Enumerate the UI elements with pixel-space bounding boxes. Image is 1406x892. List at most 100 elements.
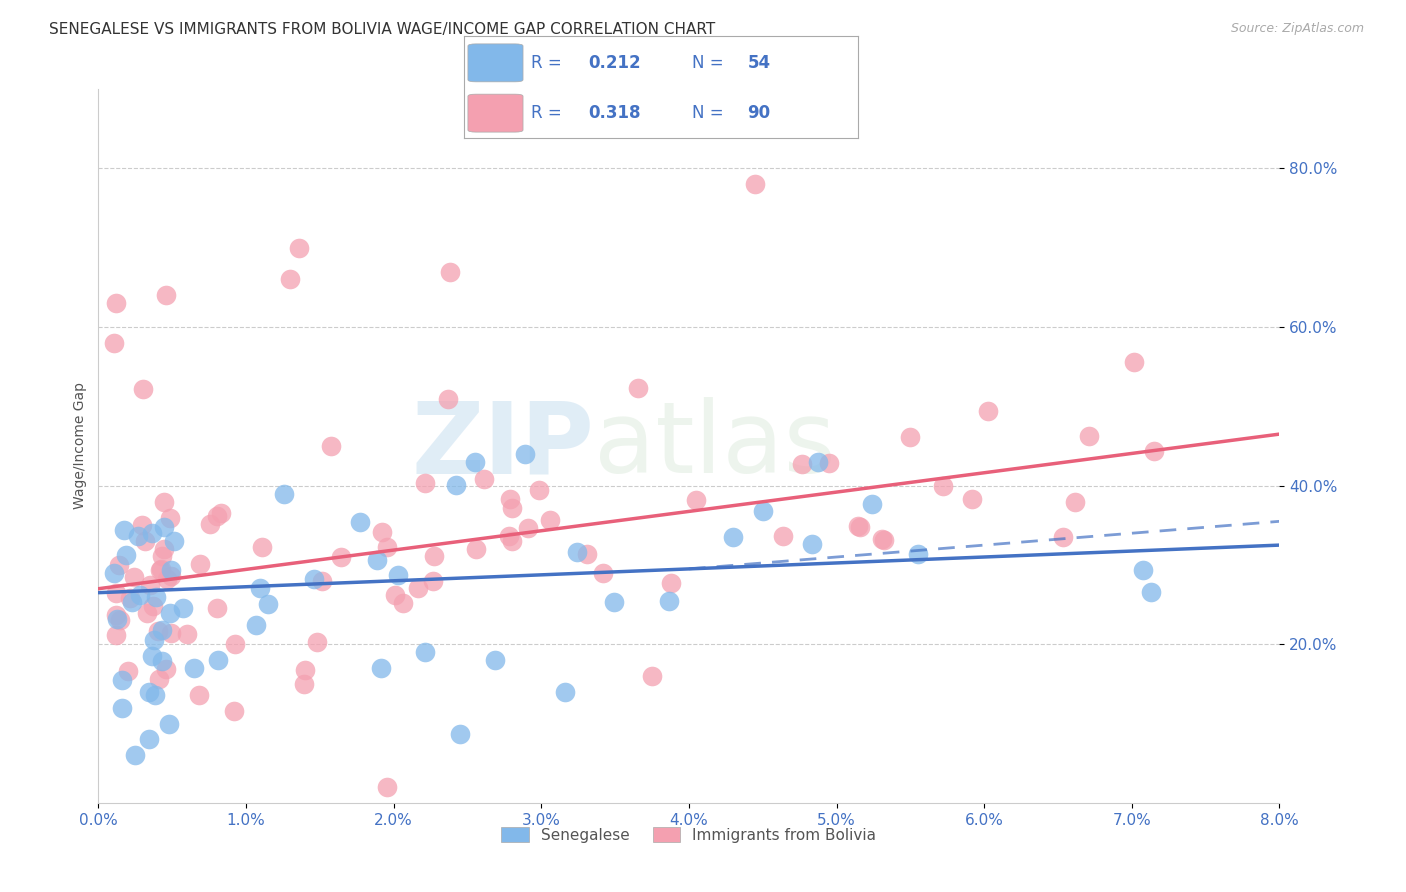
Point <box>187 688 209 702</box>
Point <box>384 588 406 602</box>
Point <box>103 335 125 350</box>
Point <box>517 521 540 535</box>
Point <box>153 494 176 508</box>
Point <box>138 578 160 592</box>
Point <box>149 563 172 577</box>
Text: ZIP: ZIP <box>412 398 595 494</box>
Point <box>439 264 461 278</box>
Point <box>498 529 520 543</box>
Point <box>464 455 486 469</box>
Point <box>250 540 273 554</box>
Point <box>114 548 136 562</box>
Point <box>527 483 550 497</box>
Point <box>751 504 773 518</box>
Point <box>159 568 181 582</box>
Point <box>124 748 146 763</box>
Point <box>292 677 315 691</box>
Point <box>1077 429 1099 443</box>
Point <box>932 478 955 492</box>
Point <box>131 382 153 396</box>
Point <box>513 447 536 461</box>
Text: N =: N = <box>692 54 730 72</box>
Point <box>807 455 830 469</box>
Point <box>288 241 311 255</box>
Point <box>156 573 179 587</box>
Text: SENEGALESE VS IMMIGRANTS FROM BOLIVIA WAGE/INCOME GAP CORRELATION CHART: SENEGALESE VS IMMIGRANTS FROM BOLIVIA WA… <box>49 22 716 37</box>
Point <box>472 472 495 486</box>
Point <box>150 549 173 564</box>
Point <box>245 617 267 632</box>
Point <box>149 562 172 576</box>
Point <box>209 506 232 520</box>
FancyBboxPatch shape <box>468 44 523 82</box>
Text: R =: R = <box>531 104 567 122</box>
Y-axis label: Wage/Income Gap: Wage/Income Gap <box>73 383 87 509</box>
Point <box>249 582 271 596</box>
Point <box>1139 585 1161 599</box>
Point <box>321 439 343 453</box>
Point <box>772 529 794 543</box>
Text: atlas: atlas <box>595 398 837 494</box>
Point <box>105 296 128 310</box>
Point <box>907 547 929 561</box>
Point <box>141 649 163 664</box>
Point <box>142 599 165 613</box>
Point <box>160 626 183 640</box>
Point <box>977 403 1000 417</box>
Point <box>105 612 128 626</box>
Text: 0.212: 0.212 <box>588 54 641 72</box>
Point <box>1064 494 1087 508</box>
Text: Source: ZipAtlas.com: Source: ZipAtlas.com <box>1230 22 1364 36</box>
Point <box>280 272 302 286</box>
Point <box>157 716 180 731</box>
Point <box>207 653 229 667</box>
Point <box>107 558 129 572</box>
Point <box>603 595 626 609</box>
Text: N =: N = <box>692 104 730 122</box>
Point <box>111 700 134 714</box>
Point <box>159 563 181 577</box>
Point <box>1052 530 1074 544</box>
Point <box>685 493 707 508</box>
Point <box>873 533 896 548</box>
Point <box>413 475 436 490</box>
Point <box>256 597 278 611</box>
Point <box>131 518 153 533</box>
Point <box>148 624 170 639</box>
Point <box>1132 563 1154 577</box>
Text: R =: R = <box>531 54 567 72</box>
Point <box>464 542 486 557</box>
Point <box>141 525 163 540</box>
Point <box>640 669 662 683</box>
Point <box>127 529 149 543</box>
Point <box>302 572 325 586</box>
Point <box>153 541 176 556</box>
Point <box>142 633 165 648</box>
Point <box>121 595 143 609</box>
Point <box>375 541 398 555</box>
Point <box>565 545 588 559</box>
FancyBboxPatch shape <box>468 95 523 132</box>
Point <box>112 524 135 538</box>
Point <box>406 581 429 595</box>
Point <box>183 661 205 675</box>
Point <box>790 458 813 472</box>
Point <box>658 593 681 607</box>
Point <box>148 673 170 687</box>
Point <box>205 600 228 615</box>
Point <box>860 497 883 511</box>
Point <box>375 780 398 794</box>
Legend: Senegalese, Immigrants from Bolivia: Senegalese, Immigrants from Bolivia <box>495 821 883 848</box>
Point <box>108 613 131 627</box>
Point <box>1123 354 1146 368</box>
Point <box>118 591 141 605</box>
Point <box>159 511 181 525</box>
Point <box>103 566 125 580</box>
Point <box>205 509 228 524</box>
Point <box>423 549 446 563</box>
Point <box>575 547 598 561</box>
Point <box>422 574 444 588</box>
Point <box>188 557 211 571</box>
Point <box>159 606 181 620</box>
Point <box>800 537 823 551</box>
